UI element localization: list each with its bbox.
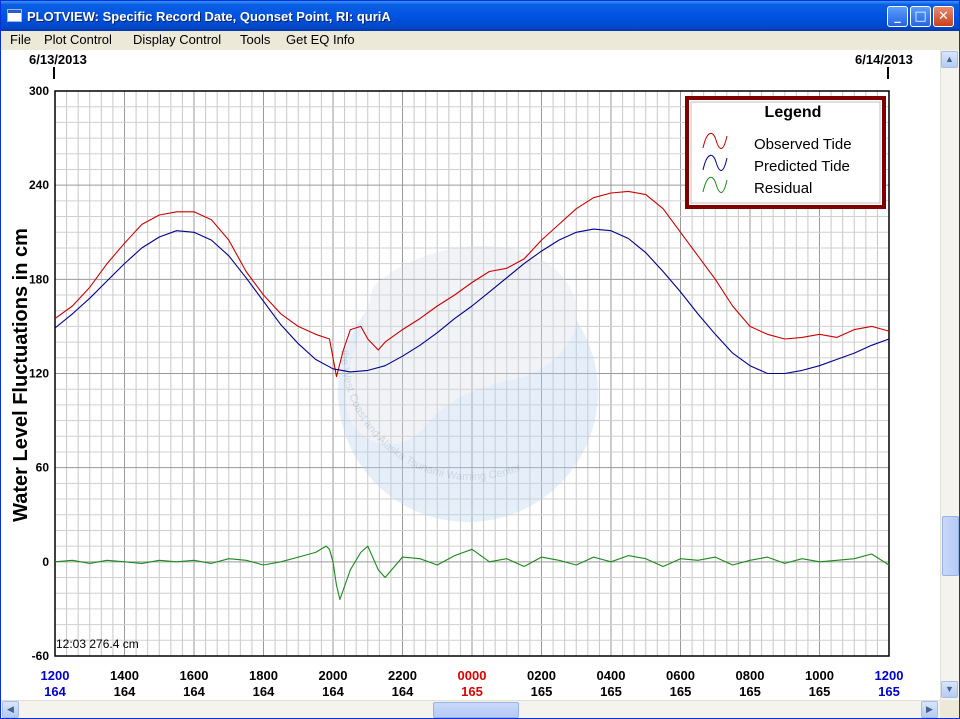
x-tick-day-label: 165 [461,684,483,699]
menu-display-control[interactable]: Display Control [133,32,222,47]
x-tick-day-label: 164 [114,684,136,699]
x-tick-time-label: 2000 [319,668,348,683]
scroll-up-button[interactable]: ▲ [941,51,958,68]
menu-file[interactable]: File [10,32,31,47]
plot-area[interactable]: 6/13/2013 6/14/2013 the West Coast and A… [1,50,940,700]
start-date-tick [53,67,55,79]
watermark-bird [346,246,578,445]
x-tick-time-label: 2200 [388,668,417,683]
horizontal-scrollbar[interactable]: ◀ ▶ [1,700,940,718]
x-tick-day-label: 165 [600,684,622,699]
legend-box: Legend Observed Tide Predicted Tide Resi… [685,96,886,209]
y-tick-label: 240 [29,178,49,192]
horizontal-scroll-thumb[interactable] [433,702,519,718]
series-line-residual [54,545,890,601]
x-tick-day-label: 164 [183,684,205,699]
x-tick-day-label: 165 [878,684,900,699]
end-date-label: 6/14/2013 [855,52,913,67]
legend-inner-frame [690,101,881,204]
legend-swatch-predicted [702,154,728,171]
x-tick-time-label: 0000 [458,668,487,683]
end-date-tick [887,67,889,79]
x-tick-day-label: 165 [739,684,761,699]
menu-bar: File Plot Control Display Control Tools … [1,31,959,50]
x-tick-time-label: 1400 [110,668,139,683]
x-tick-day-label: 165 [670,684,692,699]
watermark-circle [338,262,598,522]
scroll-down-button[interactable]: ▼ [941,681,958,698]
menu-tools[interactable]: Tools [240,32,271,47]
legend-label-residual: Residual [754,180,812,197]
chart-series [54,190,890,601]
vertical-scrollbar[interactable]: ▲ ▼ [940,50,959,700]
window-title: PLOTVIEW: Specific Record Date, Quonset … [27,9,391,24]
legend-swatch-residual [702,176,728,193]
menu-plot-control[interactable]: Plot Control [44,32,112,47]
legend-label-predicted: Predicted Tide [754,158,850,175]
x-tick-time-label: 1800 [249,668,278,683]
x-tick-day-label: 165 [531,684,553,699]
y-tick-label: 300 [29,84,49,98]
scroll-left-button[interactable]: ◀ [2,701,19,718]
x-tick-time-label: 1200 [875,668,904,683]
x-tick-time-label: 1600 [180,668,209,683]
series-line-observed [54,190,890,378]
x-tick-time-label: 1000 [805,668,834,683]
x-tick-day-label: 164 [392,684,414,699]
close-button[interactable]: ✕ [933,6,954,27]
title-bar[interactable]: PLOTVIEW: Specific Record Date, Quonset … [1,1,959,31]
plot-border [54,90,890,657]
legend-title: Legend [765,104,822,121]
noaa-watermark: the West Coast and Alaska Tsunami Warnin… [338,246,598,522]
x-tick-time-label: 0200 [527,668,556,683]
y-tick-label: 0 [42,555,49,569]
x-tick-time-label: 0600 [666,668,695,683]
legend-swatch-observed [702,132,728,149]
start-date-label: 6/13/2013 [29,52,87,67]
legend-frame [685,96,886,209]
y-tick-label: 120 [29,367,49,381]
x-tick-day-label: 164 [253,684,275,699]
y-tick-label: 60 [36,461,50,475]
chart-axes: 300240180120600-601200164140016416001641… [29,84,903,699]
series-line-predicted [54,228,890,375]
y-tick-label: -60 [32,649,50,663]
y-tick-label: 180 [29,272,49,286]
x-tick-day-label: 164 [322,684,344,699]
maximize-button[interactable]: □ [910,6,931,27]
menu-get-eq-info[interactable]: Get EQ Info [286,32,355,47]
scroll-right-button[interactable]: ▶ [921,701,938,718]
app-icon [7,9,22,22]
x-tick-day-label: 165 [809,684,831,699]
y-axis-label: Water Level Fluctuations in cm [10,228,32,522]
water-level-chart[interactable]: the West Coast and Alaska Tsunami Warnin… [1,50,940,700]
legend-label-observed: Observed Tide [754,136,852,153]
minimize-button[interactable]: _ [887,6,908,27]
vertical-scroll-thumb[interactable] [942,516,959,576]
x-tick-day-label: 164 [44,684,66,699]
x-tick-time-label: 1200 [41,668,70,683]
cursor-readout: 12:03 276.4 cm [56,637,139,651]
x-tick-time-label: 0800 [736,668,765,683]
x-tick-time-label: 0400 [597,668,626,683]
scrollbar-corner [940,700,959,718]
